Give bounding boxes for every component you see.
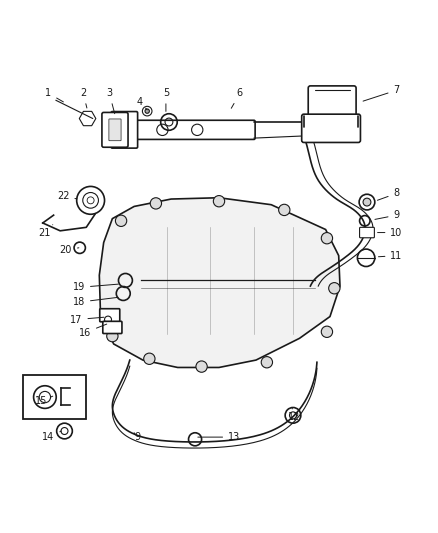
Text: 11: 11 bbox=[378, 251, 403, 261]
Text: 6: 6 bbox=[231, 88, 243, 108]
FancyBboxPatch shape bbox=[360, 228, 374, 238]
FancyBboxPatch shape bbox=[308, 86, 356, 120]
Text: 19: 19 bbox=[73, 282, 118, 293]
Circle shape bbox=[328, 282, 340, 294]
FancyBboxPatch shape bbox=[102, 112, 128, 147]
Circle shape bbox=[321, 232, 332, 244]
FancyBboxPatch shape bbox=[109, 119, 121, 141]
Text: 9: 9 bbox=[134, 432, 140, 442]
Text: 18: 18 bbox=[73, 297, 118, 307]
Text: 8: 8 bbox=[378, 188, 399, 200]
Text: 15: 15 bbox=[35, 395, 53, 406]
Circle shape bbox=[145, 109, 149, 114]
Text: 20: 20 bbox=[60, 245, 79, 255]
Text: 13: 13 bbox=[198, 432, 240, 442]
Text: 14: 14 bbox=[42, 431, 61, 442]
Polygon shape bbox=[99, 198, 340, 367]
Circle shape bbox=[196, 361, 207, 372]
FancyBboxPatch shape bbox=[111, 111, 138, 148]
Text: 3: 3 bbox=[106, 88, 115, 114]
Text: 1: 1 bbox=[45, 88, 64, 102]
FancyBboxPatch shape bbox=[302, 114, 360, 142]
Text: 16: 16 bbox=[79, 324, 107, 337]
FancyBboxPatch shape bbox=[100, 309, 120, 322]
Circle shape bbox=[107, 330, 118, 342]
Circle shape bbox=[279, 204, 290, 215]
Circle shape bbox=[363, 198, 371, 206]
Text: 12: 12 bbox=[288, 408, 300, 422]
Text: 2: 2 bbox=[80, 88, 87, 108]
Text: 17: 17 bbox=[70, 314, 104, 325]
Text: 9: 9 bbox=[375, 210, 399, 220]
FancyBboxPatch shape bbox=[23, 375, 86, 419]
Text: 22: 22 bbox=[57, 191, 77, 201]
Text: 4: 4 bbox=[137, 97, 147, 110]
FancyBboxPatch shape bbox=[103, 321, 122, 334]
Text: 7: 7 bbox=[363, 85, 400, 101]
Circle shape bbox=[116, 215, 127, 227]
Circle shape bbox=[321, 326, 332, 337]
Circle shape bbox=[261, 357, 272, 368]
Circle shape bbox=[213, 196, 225, 207]
FancyBboxPatch shape bbox=[131, 120, 255, 140]
Circle shape bbox=[150, 198, 162, 209]
Polygon shape bbox=[79, 111, 96, 126]
Text: 10: 10 bbox=[378, 228, 403, 238]
Text: 5: 5 bbox=[163, 88, 169, 111]
Text: 21: 21 bbox=[38, 225, 53, 238]
Circle shape bbox=[144, 353, 155, 365]
